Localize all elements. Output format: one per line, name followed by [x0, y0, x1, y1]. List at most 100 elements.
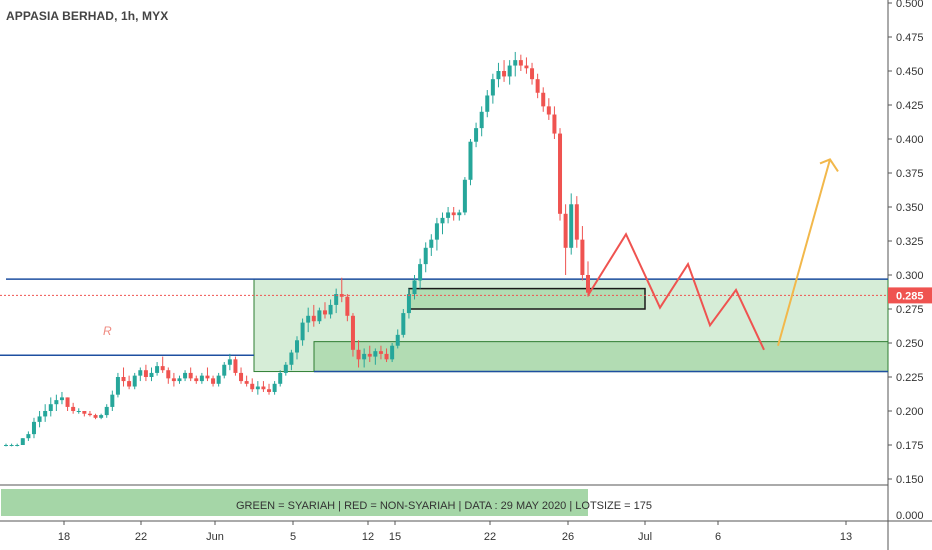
candle-body	[244, 381, 249, 384]
candle-body	[345, 296, 350, 316]
candle-body	[26, 434, 31, 439]
candle-body	[289, 352, 294, 365]
candle-body	[20, 438, 25, 445]
candle-body	[205, 375, 210, 379]
y-tick-label: 0.250	[896, 338, 924, 350]
candle-body	[429, 239, 434, 248]
legend-panel	[1, 489, 588, 516]
candle-body	[227, 359, 232, 365]
y-tick-label: 0.300	[896, 270, 924, 282]
candle-body	[406, 294, 411, 314]
candle-body	[311, 315, 316, 322]
candle-body	[306, 315, 311, 323]
candle-body	[451, 212, 456, 216]
candle-body	[9, 445, 14, 446]
candle-body	[569, 204, 574, 248]
candle-body	[507, 65, 512, 77]
candle-body	[278, 372, 283, 384]
last-price-tag	[888, 287, 932, 304]
x-tick-label: 5	[290, 531, 296, 543]
candle-body	[127, 381, 132, 387]
candle-body	[356, 349, 361, 360]
candle-body	[104, 406, 109, 416]
candle-body	[233, 359, 238, 373]
candle-body	[48, 404, 53, 411]
y-tick-label: 0.325	[896, 236, 924, 248]
candle-body	[194, 378, 199, 382]
candle-body	[586, 275, 590, 293]
candle-body	[54, 400, 59, 405]
annotation-label: R	[103, 324, 112, 338]
legend-caption: GREEN = SYARIAH | RED = NON-SYARIAH | DA…	[235, 500, 653, 512]
projection-arrow-orange	[777, 159, 831, 346]
candle-body	[485, 95, 490, 112]
candle-body	[110, 394, 115, 407]
x-tick-label: 13	[840, 531, 852, 543]
candle-body	[496, 71, 501, 80]
candle-body	[76, 411, 81, 412]
candle-body	[546, 106, 551, 115]
y-tick-label: 0.150	[896, 474, 924, 486]
candle-body	[272, 383, 277, 392]
candle-body	[71, 406, 76, 411]
x-tick-label: 18	[58, 531, 70, 543]
candle-body	[65, 397, 70, 407]
candle-body	[446, 212, 451, 218]
candle-body	[43, 411, 48, 417]
candle-body	[502, 71, 507, 77]
candle-body	[121, 377, 126, 382]
x-tick-label: 12	[362, 531, 374, 543]
candle-body	[384, 353, 389, 360]
candle-body	[115, 377, 120, 395]
candle-body	[362, 353, 367, 360]
candle-body	[261, 386, 266, 390]
candle-body	[328, 304, 333, 315]
candle-body	[166, 370, 171, 379]
y-tick-label: 0.500	[896, 0, 924, 10]
x-tick-label: Jul	[638, 531, 652, 543]
candle-body	[93, 415, 98, 418]
candle-body	[160, 366, 165, 371]
candle-body	[15, 445, 20, 446]
candle-body	[59, 397, 64, 401]
candle-body	[474, 128, 479, 142]
demand-zone-mid	[408, 287, 646, 310]
y-tick-label: 0.425	[896, 100, 924, 112]
x-tick-label: 22	[484, 531, 496, 543]
y-tick-label: 0.200	[896, 406, 924, 418]
demand-zone-lower	[313, 341, 889, 373]
candle-body	[143, 370, 148, 377]
candle-body	[255, 386, 260, 390]
candle-body	[530, 68, 535, 80]
candle-body	[378, 351, 383, 354]
y-tick-label: 0.275	[896, 304, 924, 316]
candle-body	[350, 315, 355, 350]
candle-body	[295, 340, 299, 353]
candle-body	[171, 378, 176, 382]
y-tick-label: 0.450	[896, 66, 924, 78]
x-tick-label: 6	[715, 531, 721, 543]
candle-body	[524, 65, 529, 69]
candle-body	[563, 213, 568, 248]
candle-body	[462, 179, 467, 213]
candle-body	[490, 79, 495, 96]
candle-body	[434, 223, 439, 240]
candle-body	[99, 415, 104, 418]
candle-body	[457, 212, 462, 216]
candle-body	[250, 383, 255, 390]
y-tick-label: 0.475	[896, 32, 924, 44]
candle-body	[367, 353, 372, 357]
candle-body	[317, 310, 322, 322]
candle-body	[535, 79, 540, 93]
candle-body	[177, 378, 182, 382]
candle-body	[82, 411, 87, 414]
candle-body	[37, 416, 42, 422]
y-tick-label: 0.400	[896, 134, 924, 146]
candle-body	[138, 370, 143, 376]
candle-body	[401, 313, 406, 335]
candle-body	[558, 133, 563, 214]
candle-body	[322, 310, 327, 315]
volume-axis-label: 0.000	[896, 510, 924, 522]
candle-body	[412, 280, 417, 295]
